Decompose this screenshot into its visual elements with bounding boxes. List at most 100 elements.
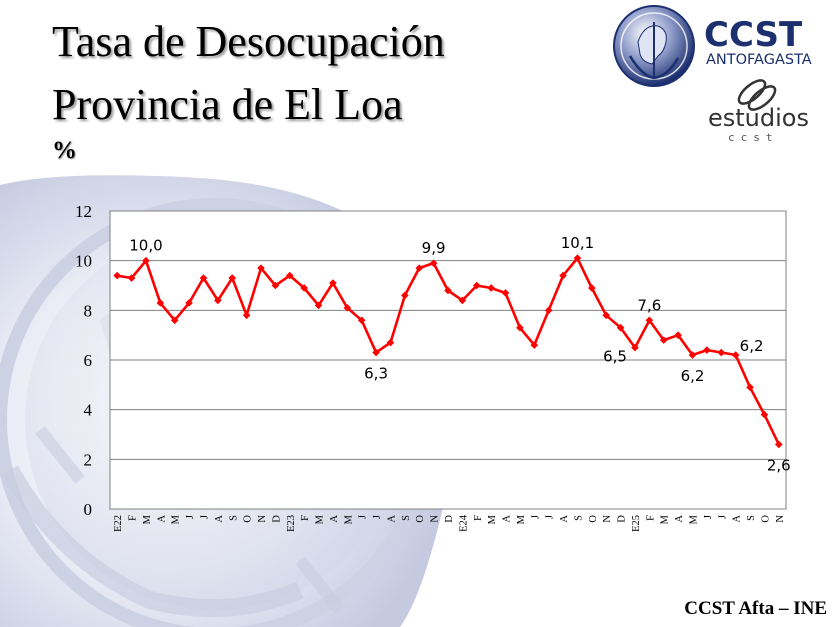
x-tick-label: J <box>358 515 369 519</box>
hermes-anchor-emblem-icon <box>613 5 695 87</box>
x-tick-label: S <box>746 515 757 521</box>
data-label: 6,2 <box>740 337 764 355</box>
data-point <box>487 284 495 292</box>
x-tick-label: J <box>717 515 728 519</box>
y-tick-label: 4 <box>84 401 93 420</box>
data-point <box>343 304 352 312</box>
x-tick-label: E22 <box>113 515 124 532</box>
data-label: 9,9 <box>422 239 446 257</box>
data-point <box>170 316 179 325</box>
x-tick-label: O <box>588 515 599 523</box>
data-point <box>372 348 380 357</box>
x-tick-label: J <box>703 515 714 519</box>
y-tick-label: 12 <box>75 202 92 221</box>
data-point <box>357 316 366 325</box>
data-point <box>516 323 524 332</box>
data-point <box>703 346 711 354</box>
data-point <box>559 271 567 280</box>
page-title-line1: Tasa de Desocupación <box>52 17 445 66</box>
data-point <box>142 256 150 265</box>
series-points <box>113 254 783 449</box>
x-tick-label: M <box>689 514 700 524</box>
x-tick-label: A <box>559 515 570 523</box>
data-point <box>401 291 409 300</box>
x-tick-label: A <box>674 515 685 523</box>
data-point <box>688 351 697 359</box>
data-point <box>602 311 611 320</box>
x-tick-label: J <box>530 515 541 519</box>
x-tick-label: A <box>329 515 340 523</box>
x-tick-label: M <box>660 514 671 524</box>
data-point <box>242 311 251 320</box>
x-tick-label: N <box>257 515 268 523</box>
y-tick-label: 10 <box>75 252 92 271</box>
logo-subtitle: ANTOFAGASTA <box>706 52 812 68</box>
x-tick-label: A <box>732 515 743 523</box>
x-axis: E22 F M A M J J A S O N D E23 F M A M J J A S O N D E24 F M A M J J A S O… <box>113 514 786 532</box>
x-tick-label: F <box>128 515 139 521</box>
data-label: 10,0 <box>129 237 162 255</box>
x-tick-label: N <box>775 515 786 523</box>
data-point <box>659 336 668 344</box>
x-tick-label: O <box>243 515 254 523</box>
x-tick-label: E25 <box>631 515 642 532</box>
data-point <box>616 323 625 332</box>
data-label: 6,3 <box>364 365 388 383</box>
x-tick-label: O <box>415 515 426 523</box>
x-tick-label: A <box>214 515 225 523</box>
x-tick-label: S <box>401 515 412 521</box>
x-tick-label: S <box>573 515 584 521</box>
x-tick-label: J <box>545 515 556 519</box>
data-point <box>717 348 726 357</box>
data-point <box>775 440 783 449</box>
data-point <box>415 264 424 272</box>
data-label: 7,6 <box>637 296 661 314</box>
data-point <box>573 254 582 262</box>
data-point <box>156 299 165 307</box>
unit-label: % <box>52 137 77 164</box>
logo-estudios: estudios <box>708 104 809 132</box>
y-axis: 0 2 4 6 8 10 12 <box>75 202 93 519</box>
x-tick-label: A <box>502 515 513 523</box>
logo-name: CCST <box>704 15 803 55</box>
x-tick-label: J <box>199 515 210 519</box>
data-point <box>113 271 121 280</box>
x-tick-label: E23 <box>286 515 297 532</box>
data-point <box>501 289 510 297</box>
data-point <box>631 343 639 352</box>
data-point <box>300 284 308 292</box>
data-label: 6,5 <box>603 348 627 366</box>
x-tick-label: M <box>142 514 153 524</box>
x-tick-label: M <box>315 514 326 524</box>
data-point <box>472 281 481 290</box>
x-tick-label: D <box>271 515 282 523</box>
data-point <box>271 281 280 290</box>
y-tick-label: 2 <box>84 450 93 469</box>
x-tick-label: O <box>760 515 771 523</box>
data-point <box>530 341 539 349</box>
x-tick-label: M <box>516 514 527 524</box>
page-title-line2: Provincia de El Loa <box>52 80 403 129</box>
x-tick-label: D <box>444 515 455 523</box>
data-point <box>588 284 596 292</box>
x-tick-label: F <box>473 515 484 521</box>
x-tick-label: N <box>602 515 613 523</box>
x-tick-label: E24 <box>458 514 469 532</box>
x-tick-label: D <box>617 515 628 523</box>
logo-estudios-sub: ccst <box>728 131 779 144</box>
data-point <box>329 279 337 287</box>
x-tick-label: M <box>487 514 498 524</box>
x-tick-label: F <box>300 515 311 521</box>
data-point <box>760 410 769 419</box>
source-label: CCST Afta – INE <box>684 598 827 619</box>
data-point <box>746 383 754 392</box>
data-labels: 10,0 6,3 9,9 10,1 6,5 7,6 6,2 6,2 2,6 <box>129 234 790 474</box>
data-point <box>285 271 294 280</box>
data-point <box>544 306 553 315</box>
data-point <box>645 316 654 325</box>
data-point <box>214 296 222 305</box>
data-point <box>314 301 323 310</box>
x-tick-label: A <box>386 515 397 523</box>
gridlines <box>110 260 786 460</box>
